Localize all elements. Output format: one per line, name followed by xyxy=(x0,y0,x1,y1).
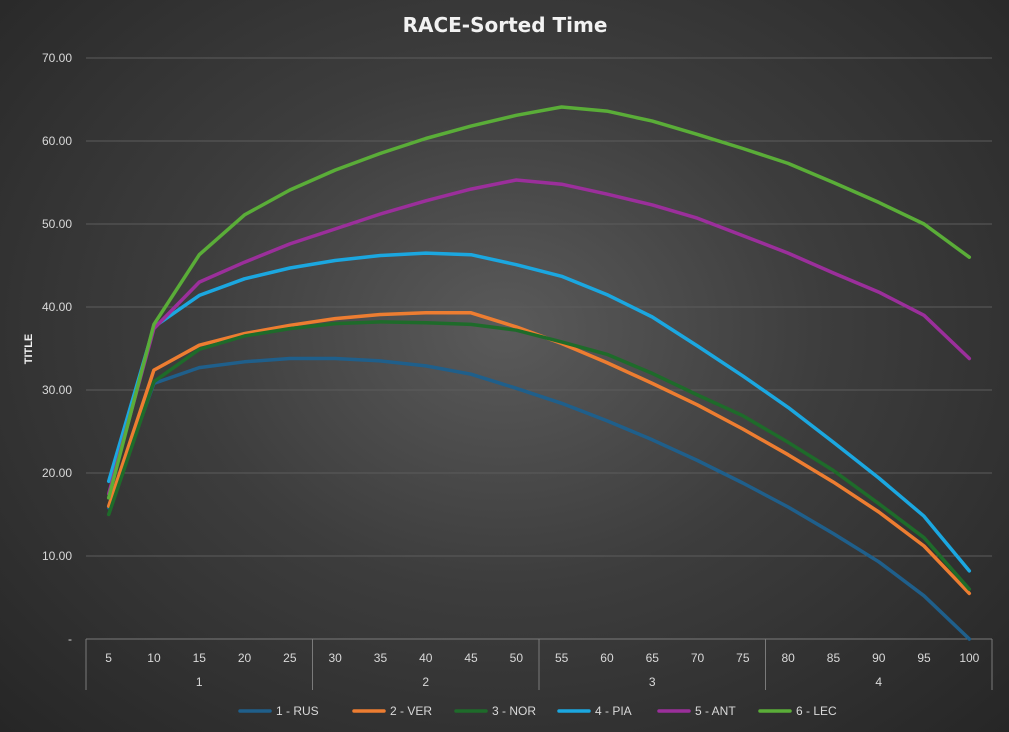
y-tick-label: 20.00 xyxy=(42,466,72,480)
series-lines xyxy=(106,105,972,641)
x-tick-label: 45 xyxy=(464,651,478,665)
x-tick-label: 90 xyxy=(872,651,886,665)
x-tick-label: 75 xyxy=(736,651,750,665)
x-tick-label: 35 xyxy=(374,651,388,665)
series-line-5 xyxy=(106,178,972,496)
y-tick-label: - xyxy=(68,632,72,646)
legend: 1 - RUS 2 - VER 3 - NOR 4 - PIA 5 - ANT 6 - L… xyxy=(238,704,837,718)
x-axis-ticks: 5 10 15 20 25 30 35 40 45 50 55 60 65 70 75 80 85 90 95 100… xyxy=(105,651,979,689)
x-tick-label: 70 xyxy=(691,651,705,665)
y-tick-label: 40.00 xyxy=(42,300,72,314)
x-tick-label: 5 xyxy=(105,651,112,665)
x-tick-label: 15 xyxy=(193,651,207,665)
x-tick-label: 50 xyxy=(510,651,524,665)
series-line-3 xyxy=(106,320,972,591)
x-tick-label: 65 xyxy=(646,651,660,665)
series-line-1 xyxy=(106,356,972,641)
y-tick-label: 60.00 xyxy=(42,134,72,148)
legend-label: 6 - LEC xyxy=(796,704,837,718)
legend-label: 1 - RUS xyxy=(276,704,319,718)
y-tick-label: 70.00 xyxy=(42,51,72,65)
y-axis-ticks: - 10.00 20.00 30.00 40.00 50.00 60.00 70.00 xyxy=(42,51,72,646)
x-tick-label: 60 xyxy=(600,651,614,665)
x-tick-label: 95 xyxy=(917,651,931,665)
x-tick-label: 80 xyxy=(781,651,795,665)
x-tick-label: 10 xyxy=(147,651,161,665)
legend-label: 3 - NOR xyxy=(492,704,536,718)
series-line-4 xyxy=(106,251,972,573)
legend-label: 5 - ANT xyxy=(695,704,736,718)
y-tick-label: 30.00 xyxy=(42,383,72,397)
x-tick-label: 20 xyxy=(238,651,252,665)
x-group-label: 2 xyxy=(422,675,429,689)
y-tick-label: 10.00 xyxy=(42,549,72,563)
legend-label: 2 - VER xyxy=(390,704,432,718)
gridlines xyxy=(86,57,992,557)
x-tick-label: 100 xyxy=(959,651,979,665)
x-tick-label: 85 xyxy=(827,651,841,665)
legend-label: 4 - PIA xyxy=(595,704,632,718)
x-tick-label: 30 xyxy=(328,651,342,665)
x-tick-label: 40 xyxy=(419,651,433,665)
chart-title: RACE-Sorted Time xyxy=(403,13,608,37)
x-group-label: 3 xyxy=(649,675,656,689)
series-line-6 xyxy=(106,105,972,500)
x-tick-label: 25 xyxy=(283,651,297,665)
y-tick-label: 50.00 xyxy=(42,217,72,231)
x-axis xyxy=(85,638,993,690)
series-line-2 xyxy=(106,311,972,596)
x-tick-label: 55 xyxy=(555,651,569,665)
y-axis-label: TITLE xyxy=(23,334,35,365)
x-group-label: 4 xyxy=(875,675,882,689)
x-group-label: 1 xyxy=(196,675,203,689)
